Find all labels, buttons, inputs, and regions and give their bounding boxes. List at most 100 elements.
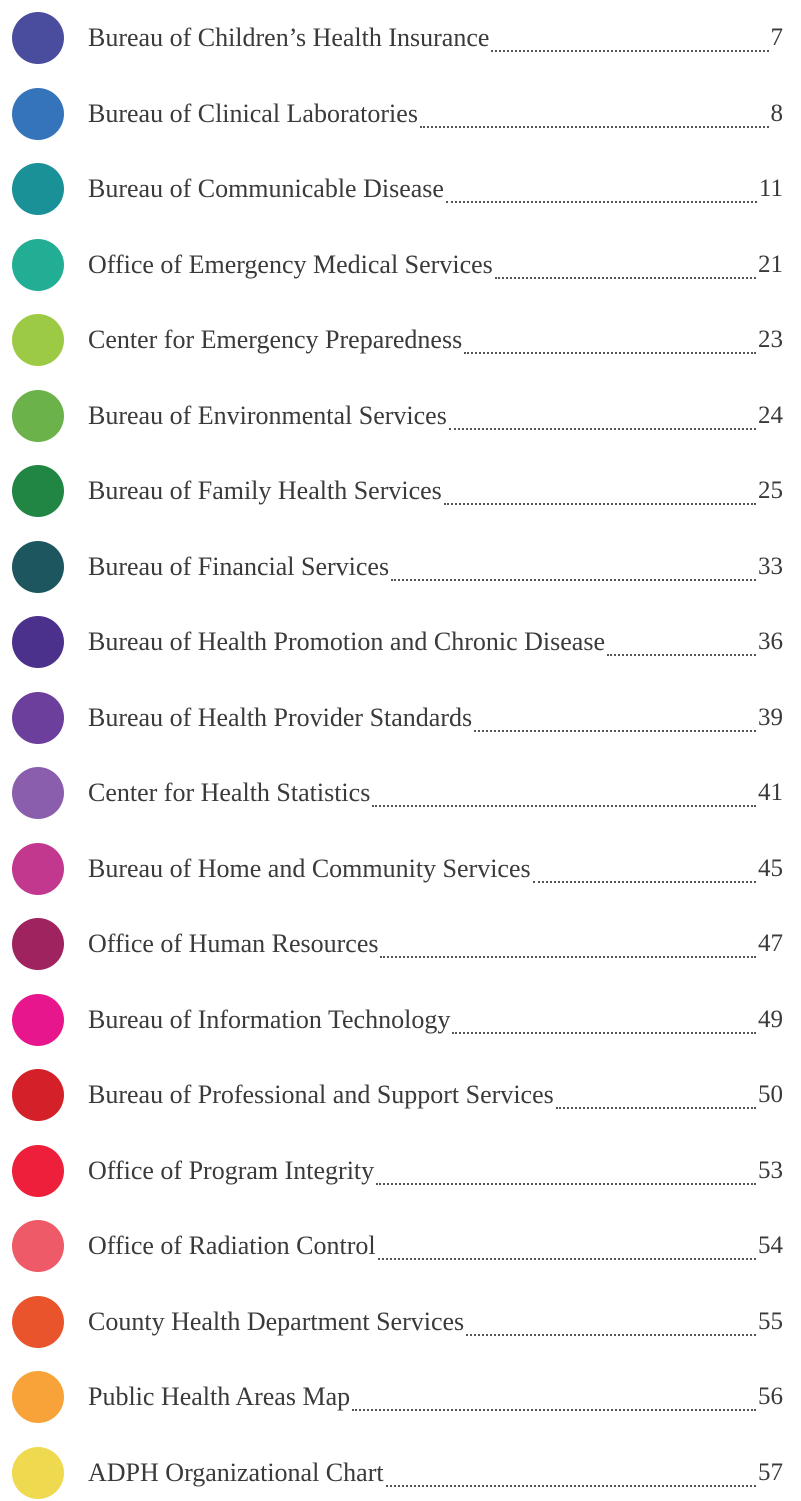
entry-title: Bureau of Clinical Laboratories (88, 98, 418, 128)
dot-leader (555, 1107, 756, 1109)
toc-entry: Bureau of Health Promotion and Chronic D… (0, 614, 801, 670)
color-dot (12, 1069, 64, 1121)
page-number: 47 (758, 930, 783, 957)
color-dot (12, 1144, 64, 1197)
dot-leader (452, 1031, 756, 1034)
color-dot (12, 1371, 64, 1423)
color-dot (12, 389, 64, 442)
page-number: 8 (770, 99, 784, 127)
toc-entry: ADPH Organizational Chart 57 (0, 1445, 801, 1501)
page-number: 54 (758, 1232, 783, 1259)
page-number: 49 (758, 1005, 783, 1033)
page-number: 55 (758, 1307, 783, 1335)
toc-entry: Office of Emergency Medical Services 21 (0, 237, 801, 293)
toc-entry: Bureau of Environmental Services 24 (0, 388, 801, 444)
color-dot (12, 12, 64, 64)
toc-entry: Office of Radiation Control 54 (0, 1218, 801, 1274)
color-dot (12, 1220, 64, 1272)
toc-entry: Bureau of Financial Services 33 (0, 539, 801, 595)
entry-title: Bureau of Professional and Support Servi… (88, 1080, 554, 1109)
entry-title: Public Health Areas Map (88, 1382, 351, 1411)
entry-title: Bureau of Environmental Services (88, 400, 447, 430)
toc-entry: Bureau of Children’s Health Insurance 7 (0, 10, 801, 66)
page-number: 24 (758, 401, 783, 429)
entry-title: Bureau of Home and Community Services (88, 853, 531, 883)
toc-entry: Bureau of Professional and Support Servi… (0, 1067, 801, 1123)
page-number: 57 (758, 1458, 783, 1486)
toc-entry: Center for Health Statistics 41 (0, 765, 801, 821)
color-dot (12, 163, 64, 215)
color-dot (12, 87, 64, 140)
color-dot (12, 540, 64, 593)
color-dot (12, 691, 64, 744)
page-number: 45 (758, 854, 783, 882)
dot-leader (419, 125, 769, 128)
entry-title: Center for Health Statistics (88, 778, 371, 807)
toc-entry: Bureau of Family Health Services 25 (0, 463, 801, 519)
page-number: 56 (758, 1383, 783, 1410)
color-dot (12, 238, 64, 291)
toc-entry: Office of Human Resources 47 (0, 916, 801, 972)
entry-title: ADPH Organizational Chart (88, 1457, 384, 1487)
dot-leader (494, 276, 756, 279)
entry-title: Center for Emergency Preparedness (88, 325, 463, 354)
color-dot (12, 1446, 64, 1499)
dot-leader (448, 427, 756, 430)
color-dot (12, 616, 64, 668)
dot-leader (445, 201, 757, 203)
page-number: 36 (758, 628, 783, 655)
color-dot (12, 465, 64, 517)
page-number: 11 (758, 175, 783, 202)
entry-title: County Health Department Services (88, 1306, 465, 1336)
page-number: 25 (758, 477, 783, 504)
toc-entry: Bureau of Information Technology 49 (0, 992, 801, 1048)
color-dot (12, 1295, 64, 1348)
dot-leader (443, 503, 756, 505)
toc-entry: Bureau of Home and Community Services 45 (0, 841, 801, 897)
color-dot (12, 918, 64, 970)
toc-entry: Bureau of Communicable Disease 11 (0, 161, 801, 217)
entry-title: Bureau of Financial Services (88, 551, 390, 581)
page-number: 7 (770, 24, 784, 51)
dot-leader (466, 1333, 756, 1336)
entry-title: Bureau of Health Promotion and Chronic D… (88, 627, 605, 656)
page-number: 41 (758, 779, 783, 806)
page-number: 23 (758, 326, 783, 353)
entry-title: Bureau of Family Health Services (88, 476, 442, 505)
toc-entry: Center for Emergency Preparedness 23 (0, 312, 801, 368)
dot-leader (376, 1182, 756, 1185)
page-number: 33 (758, 552, 783, 580)
dot-leader (607, 654, 756, 656)
dot-leader (385, 1484, 756, 1487)
entry-title: Office of Human Resources (88, 929, 379, 958)
dot-leader (464, 352, 756, 354)
toc-entry: Public Health Areas Map 56 (0, 1369, 801, 1425)
entry-title: Bureau of Health Provider Standards (88, 702, 473, 732)
color-dot (12, 767, 64, 819)
dot-leader (391, 578, 756, 581)
dot-leader (474, 729, 756, 732)
dot-leader (377, 1258, 756, 1260)
page-number: 39 (758, 703, 783, 731)
color-dot (12, 314, 64, 366)
entry-title: Office of Program Integrity (88, 1155, 375, 1185)
entry-title: Office of Emergency Medical Services (88, 249, 493, 279)
color-dot (12, 842, 64, 895)
color-dot (12, 993, 64, 1046)
dot-leader (491, 50, 769, 52)
entry-title: Bureau of Communicable Disease (88, 174, 444, 203)
toc-entry: Office of Program Integrity 53 (0, 1143, 801, 1199)
page-number: 53 (758, 1156, 783, 1184)
toc-entry: Bureau of Health Provider Standards 39 (0, 690, 801, 746)
page-number: 50 (758, 1081, 783, 1108)
entry-title: Bureau of Children’s Health Insurance (88, 23, 490, 52)
dot-leader (532, 880, 756, 883)
dot-leader (372, 805, 756, 807)
entry-title: Office of Radiation Control (88, 1231, 376, 1260)
page-number: 21 (758, 250, 783, 278)
dot-leader (352, 1409, 756, 1411)
toc-entry: County Health Department Services 55 (0, 1294, 801, 1350)
toc-entry: Bureau of Clinical Laboratories 8 (0, 86, 801, 142)
dot-leader (380, 956, 756, 958)
